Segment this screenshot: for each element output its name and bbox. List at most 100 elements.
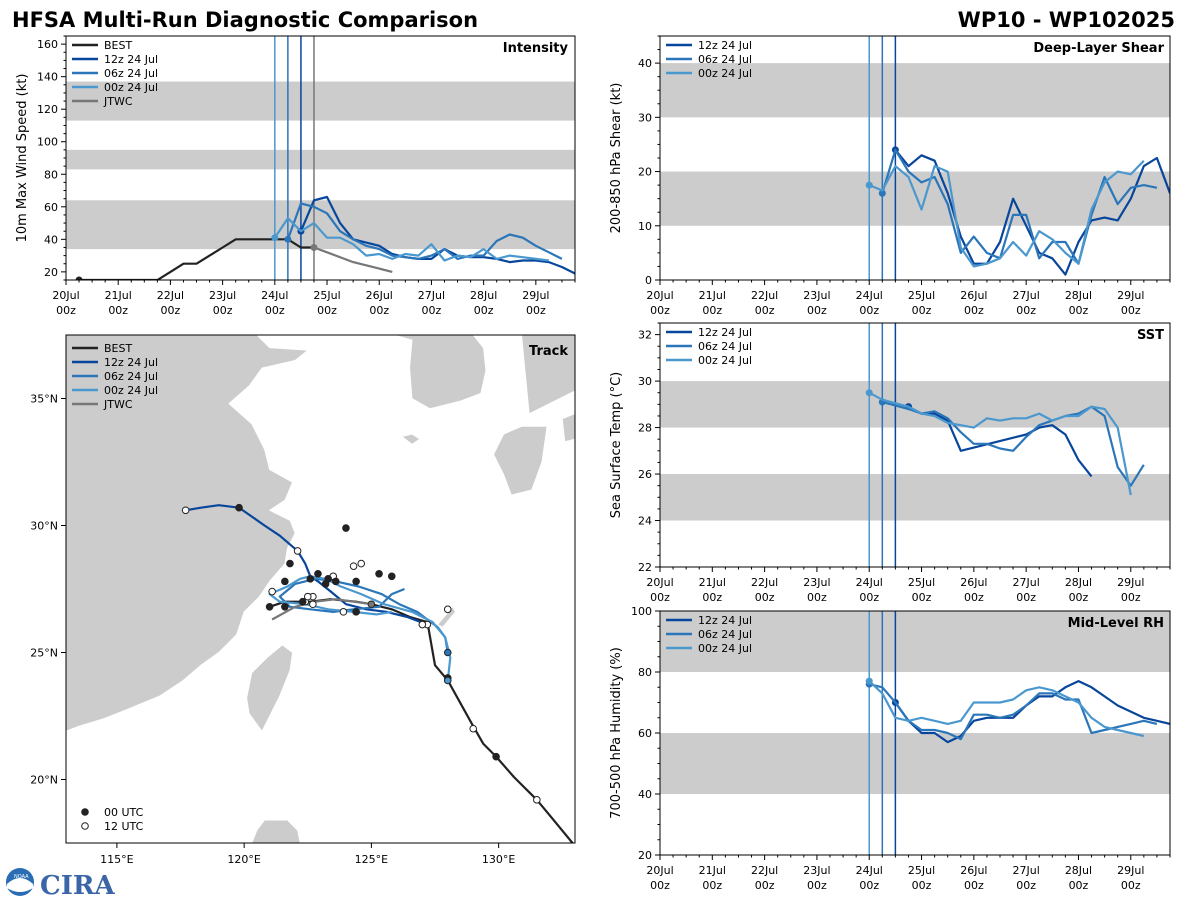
shear-panel: 0 10 20 30 40 20Jul 00z 21Jul 00z 22Jul 00z 23Jul 00… bbox=[609, 35, 1171, 317]
shear-threshold-band bbox=[660, 63, 1170, 118]
rh-x-tick-hour: 00z bbox=[912, 879, 932, 892]
shear-x-tick-hour: 00z bbox=[755, 304, 775, 317]
sst-y-tick-label: 22 bbox=[638, 561, 652, 574]
intensity-panel: 20 40 60 80 100 120 140 160 20Jul 00z 21Jul 00z 22Ju… bbox=[15, 35, 576, 317]
track-line-jtwc bbox=[271, 598, 372, 621]
sst-legend-label: 12z 24 Jul bbox=[698, 326, 752, 339]
sst-start-point-run00z bbox=[865, 389, 873, 397]
sst-threshold-band bbox=[660, 381, 1170, 428]
sst-series-run12z bbox=[907, 405, 1093, 478]
shear-legend-label: 06z 24 Jul bbox=[698, 53, 752, 66]
shear-x-tick-hour: 00z bbox=[964, 304, 984, 317]
shear-x-tick-hour: 00z bbox=[1016, 304, 1036, 317]
track-point-00utc bbox=[387, 572, 396, 581]
sst-x-tick-hour: 00z bbox=[807, 591, 827, 604]
sst-series-run00z bbox=[868, 391, 1132, 496]
track-legend-label: BEST bbox=[104, 342, 132, 355]
intensity-x-tick-hour: 00z bbox=[213, 304, 233, 317]
shear-x-tick-date: 24Jul bbox=[856, 289, 883, 302]
intensity-x-tick-hour: 00z bbox=[369, 304, 389, 317]
track-point-00utc bbox=[306, 575, 315, 583]
track-marker-legend-label: 00 UTC bbox=[104, 806, 144, 819]
rh-x-tick-date: 24Jul bbox=[856, 864, 883, 877]
rh-y-axis-label: 700-500 hPa Humidity (%) bbox=[609, 647, 624, 819]
luzon-land bbox=[251, 819, 301, 843]
intensity-y-tick-label: 20 bbox=[44, 266, 58, 279]
sst-y-tick-label: 24 bbox=[638, 515, 652, 528]
track-point-00utc bbox=[352, 577, 360, 586]
track-point-00utc bbox=[314, 569, 322, 578]
intensity-panel-title: Intensity bbox=[503, 41, 569, 56]
shear-y-tick-label: 10 bbox=[638, 220, 652, 233]
taiwan-land bbox=[246, 644, 293, 732]
rh-x-tick-hour: 00z bbox=[650, 879, 670, 892]
intensity-legend-label: 00z 24 Jul bbox=[104, 81, 158, 94]
sst-axes-frame bbox=[659, 322, 1171, 568]
sst-threshold-band bbox=[660, 474, 1170, 521]
track-point-00utc bbox=[281, 602, 289, 611]
track-lat-label: 35°N bbox=[30, 393, 58, 406]
intensity-x-tick-date: 21Jul bbox=[105, 289, 132, 302]
intensity-x-tick-date: 22Jul bbox=[157, 289, 184, 302]
rh-x-tick-hour: 00z bbox=[859, 879, 879, 892]
track-lon-label: 115°E bbox=[100, 853, 133, 866]
intensity-x-tick-hour: 00z bbox=[526, 304, 546, 317]
shear-x-tick-date: 28Jul bbox=[1065, 289, 1092, 302]
track-point-12utc bbox=[339, 608, 348, 616]
shear-x-tick-date: 29Jul bbox=[1117, 289, 1144, 302]
legend-marker-12utc bbox=[81, 822, 89, 830]
intensity-x-tick-date: 23Jul bbox=[209, 289, 236, 302]
intensity-y-tick-label: 60 bbox=[44, 201, 58, 214]
sst-x-tick-hour: 00z bbox=[1016, 591, 1036, 604]
sst-plot-area bbox=[660, 323, 1170, 567]
track-lat-label: 30°N bbox=[30, 520, 58, 533]
rh-y-tick-label: 40 bbox=[638, 788, 652, 801]
track-point-00utc bbox=[324, 575, 332, 583]
shear-start-point-run06z bbox=[878, 189, 886, 197]
track-point-00utc bbox=[492, 752, 500, 761]
track-point-00utc bbox=[342, 524, 350, 532]
intensity-y-tick-label: 80 bbox=[44, 168, 58, 181]
intensity-legend-label: JTWC bbox=[103, 95, 133, 108]
intensity-threshold-band bbox=[66, 149, 575, 170]
rh-threshold-band bbox=[660, 733, 1170, 794]
sst-x-tick-date: 28Jul bbox=[1065, 576, 1092, 589]
track-map-panel: 115°E 120°E 125°E 130°E 20°N 25°N 30°N 35°N Trac… bbox=[30, 334, 576, 866]
intensity-x-tick-date: 24Jul bbox=[261, 289, 288, 302]
intensity-x-tick-date: 20Jul bbox=[52, 289, 79, 302]
cira-logo: NOAA CIRA bbox=[6, 868, 115, 900]
track-lat-label: 25°N bbox=[30, 647, 58, 660]
rh-plot-area bbox=[660, 611, 1170, 855]
track-point-12utc bbox=[357, 559, 366, 568]
shear-legend-label: 12z 24 Jul bbox=[698, 39, 752, 52]
track-marker-legend-label: 12 UTC bbox=[104, 820, 144, 833]
shear-x-tick-date: 21Jul bbox=[699, 289, 726, 302]
track-point-00utc bbox=[298, 597, 307, 606]
shear-plot-area bbox=[660, 36, 1170, 280]
track-legend-label: 12z 24 Jul bbox=[104, 356, 158, 369]
rh-x-tick-hour: 00z bbox=[1069, 879, 1089, 892]
shear-x-tick-hour: 00z bbox=[859, 304, 879, 317]
shear-y-tick-label: 20 bbox=[638, 166, 652, 179]
track-legend-label: 06z 24 Jul bbox=[104, 370, 158, 383]
shear-y-axis-label: 200-850 hPa Shear (kt) bbox=[609, 83, 624, 234]
rh-panel-title: Mid-Level RH bbox=[1068, 616, 1164, 631]
intensity-start-point-run00z bbox=[271, 234, 279, 242]
shear-y-tick-label: 40 bbox=[638, 57, 652, 70]
sst-x-tick-hour: 00z bbox=[912, 591, 932, 604]
rh-y-tick-label: 100 bbox=[631, 605, 652, 618]
sst-x-tick-date: 29Jul bbox=[1117, 576, 1144, 589]
korea-land bbox=[356, 335, 487, 410]
intensity-y-tick-label: 100 bbox=[37, 136, 58, 149]
shear-start-point-run00z bbox=[865, 181, 873, 189]
sst-x-tick-hour: 00z bbox=[1121, 591, 1141, 604]
china-mainland-land bbox=[66, 335, 309, 843]
track-point-00utc bbox=[443, 648, 452, 657]
shear-x-tick-date: 23Jul bbox=[803, 289, 830, 302]
rh-threshold-band bbox=[660, 611, 1170, 672]
intensity-x-tick-date: 29Jul bbox=[522, 289, 549, 302]
shear-threshold-band bbox=[660, 171, 1170, 226]
intensity-x-tick-date: 25Jul bbox=[313, 289, 340, 302]
sst-legend-label: 00z 24 Jul bbox=[698, 354, 752, 367]
intensity-legend-label: BEST bbox=[104, 39, 132, 52]
